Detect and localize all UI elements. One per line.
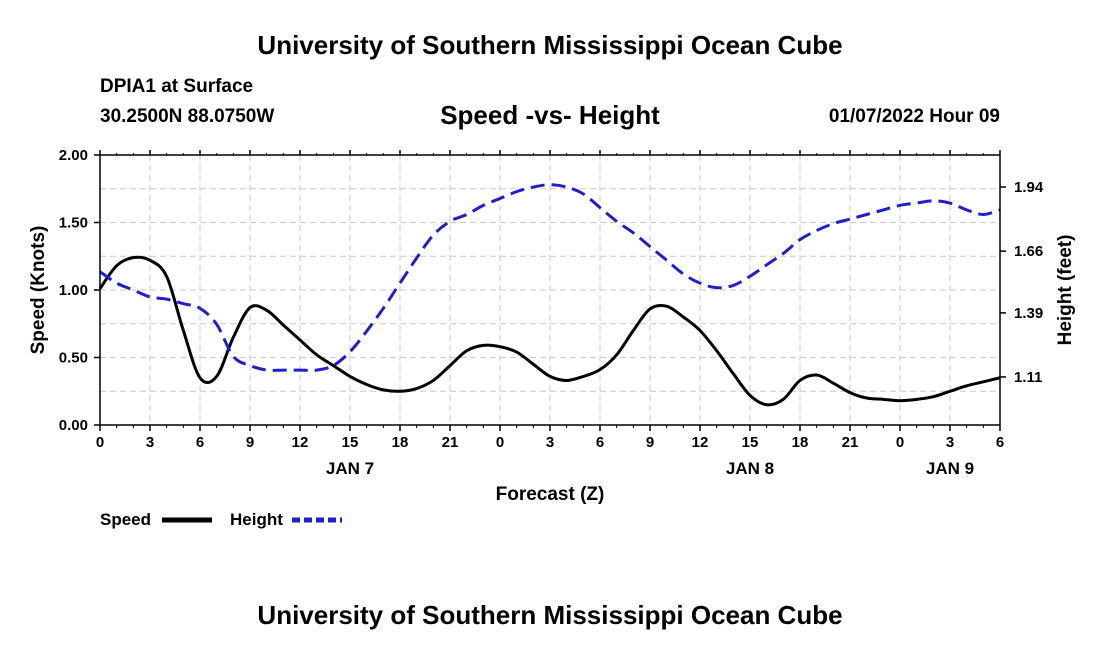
y2-tick-label: 1.39 [1014,305,1043,322]
x-tick-label: 0 [496,434,504,451]
x-tick-label: 6 [996,434,1004,451]
axes: 0 3 6 9 12 15 18 21 0 3 6 9 12 15 18 21 0 3 6 JAN 7 JAN 8 JAN… [59,147,1044,478]
x-tick-label: 12 [692,434,709,451]
day-label: JAN 8 [726,459,774,478]
legend-label-speed: Speed [100,510,151,529]
station-label: DPIA1 at Surface [100,76,254,97]
x-tick-label: 9 [246,434,254,451]
page-title: University of Southern Mississippi Ocean… [257,30,843,60]
y-tick-label: 1.50 [59,215,88,232]
y-tick-label: 0.50 [59,350,88,367]
y2-tick-label: 1.11 [1014,369,1042,386]
station-coords: 30.2500N 88.0750W [100,106,275,127]
x-tick-label: 18 [792,434,809,451]
y2-tick-label: 1.94 [1014,179,1044,196]
grid-lines [100,155,1000,425]
day-label: JAN 9 [926,459,974,478]
x-tick-label: 18 [392,434,409,451]
x-tick-label: 15 [342,434,359,451]
y-tick-label: 1.00 [59,282,88,299]
legend-label-height: Height [230,510,283,529]
y-tick-label: 2.00 [59,147,88,164]
chart-title: Speed -vs- Height [440,100,660,130]
x-tick-label: 3 [546,434,554,451]
x-tick-label: 0 [96,434,104,451]
series-line-speed [98,255,1001,407]
x-tick-label: 9 [646,434,654,451]
y2-axis-label: Height (feet) [1055,235,1076,346]
day-label: JAN 7 [326,459,374,478]
forecast-datetime: 01/07/2022 Hour 09 [828,106,1000,127]
x-tick-label: 12 [292,434,309,451]
footer-title: University of Southern Mississippi Ocean… [257,600,843,630]
x-axis-label: Forecast (Z) [496,484,605,505]
x-tick-label: 21 [842,434,859,451]
y-tick-label: 0.00 [59,417,88,434]
x-tick-label: 6 [596,434,604,451]
series-lines [98,183,1001,407]
x-tick-label: 0 [896,434,904,451]
x-tick-label: 21 [442,434,459,451]
x-tick-label: 3 [146,434,154,451]
x-tick-label: 6 [196,434,204,451]
y-axis-label: Speed (Knots) [28,226,49,355]
x-tick-label: 3 [946,434,954,451]
y2-tick-label: 1.66 [1014,243,1043,260]
legend: Speed Height [100,510,342,529]
x-tick-label: 15 [742,434,759,451]
